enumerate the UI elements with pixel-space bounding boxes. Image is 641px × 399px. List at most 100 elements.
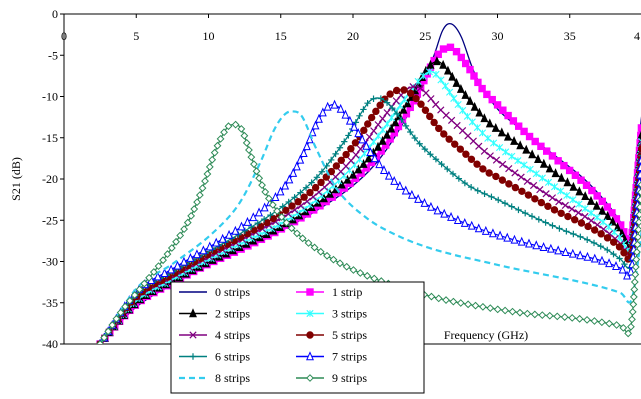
series-marker <box>293 229 301 238</box>
series-marker <box>542 147 551 155</box>
series-marker <box>532 170 540 178</box>
series-marker <box>501 306 510 315</box>
legend-entry: 7 strips <box>296 350 367 364</box>
series-marker <box>503 131 512 141</box>
series-marker <box>564 212 572 221</box>
series-7 <box>97 99 641 344</box>
series-marker <box>523 309 532 318</box>
series-marker <box>276 186 285 196</box>
series-marker <box>488 228 497 238</box>
series-marker <box>180 225 189 234</box>
series-marker <box>336 259 344 268</box>
x-tick-label: 20 <box>347 29 359 43</box>
series-marker <box>575 314 584 323</box>
series-marker <box>481 190 488 198</box>
series-marker <box>581 191 590 201</box>
series-marker <box>383 99 391 106</box>
series-marker <box>629 293 638 301</box>
series-marker <box>456 84 465 93</box>
series-marker <box>539 158 548 168</box>
series-marker <box>372 107 380 116</box>
series-marker <box>478 84 486 93</box>
series-marker <box>532 240 541 250</box>
series-marker <box>597 318 606 327</box>
series-marker <box>615 243 624 251</box>
series-marker <box>299 148 308 158</box>
y-tick-label: -30 <box>42 255 58 269</box>
series-marker <box>281 180 290 190</box>
series-marker <box>561 201 569 210</box>
series-marker <box>612 321 621 329</box>
series-marker <box>379 165 388 174</box>
series-marker <box>260 215 268 223</box>
legend-entry: 1 strip <box>296 285 362 299</box>
series-marker <box>554 157 562 165</box>
series-marker <box>306 188 314 197</box>
series-marker <box>557 172 566 182</box>
series-marker <box>492 172 500 181</box>
series-marker <box>509 117 518 125</box>
x-tick-label: 0 <box>61 29 67 43</box>
series-marker <box>378 115 387 123</box>
series-marker <box>160 268 169 277</box>
series-marker <box>403 98 412 108</box>
series-marker <box>149 268 158 276</box>
series-marker <box>399 104 408 114</box>
series-marker <box>529 181 538 190</box>
series-marker <box>433 205 442 215</box>
series-marker <box>154 262 163 271</box>
x-tick-label: 5 <box>133 29 139 43</box>
series-marker <box>308 179 315 186</box>
series-marker <box>450 94 458 102</box>
series-marker <box>271 192 280 201</box>
series-marker <box>254 219 261 227</box>
series-marker <box>343 174 352 184</box>
legend-label: 3 strips <box>332 307 367 321</box>
series-marker <box>438 160 445 168</box>
series-marker <box>390 129 399 137</box>
series-marker <box>108 321 117 329</box>
series-marker <box>296 154 305 164</box>
series-marker <box>377 147 385 155</box>
series-marker <box>516 308 524 317</box>
series-marker <box>598 255 606 265</box>
series-marker <box>345 132 352 139</box>
series-marker <box>116 308 125 317</box>
series-marker <box>352 151 360 159</box>
series-marker <box>135 285 144 294</box>
series-marker <box>466 95 474 105</box>
series-marker <box>456 299 465 307</box>
series-marker <box>297 189 304 196</box>
series-marker <box>210 148 219 157</box>
series-marker <box>387 123 396 133</box>
series-marker <box>581 212 589 221</box>
series-marker <box>282 206 290 214</box>
series-marker <box>498 176 507 184</box>
series-marker <box>382 129 391 139</box>
series-marker <box>190 205 199 213</box>
series-marker <box>264 194 273 203</box>
series-marker <box>427 292 436 301</box>
series-marker <box>359 158 368 168</box>
series-marker <box>332 162 341 170</box>
series-marker <box>467 220 476 230</box>
series-marker <box>153 271 162 281</box>
series-marker <box>544 178 553 186</box>
series-marker <box>356 112 363 120</box>
series-marker <box>459 106 467 115</box>
legend-label: 5 strips <box>332 328 367 342</box>
series-marker <box>514 157 522 165</box>
legend-marker <box>306 288 314 296</box>
series-marker <box>454 100 462 109</box>
series-marker <box>439 59 448 69</box>
series-marker <box>571 216 579 224</box>
series-marker <box>470 72 478 80</box>
series-marker <box>417 100 425 108</box>
series-marker <box>638 139 641 147</box>
series-marker <box>632 255 641 264</box>
series-marker <box>252 167 261 176</box>
series-marker <box>598 197 606 206</box>
series-marker <box>370 95 377 102</box>
series-marker <box>637 181 641 189</box>
